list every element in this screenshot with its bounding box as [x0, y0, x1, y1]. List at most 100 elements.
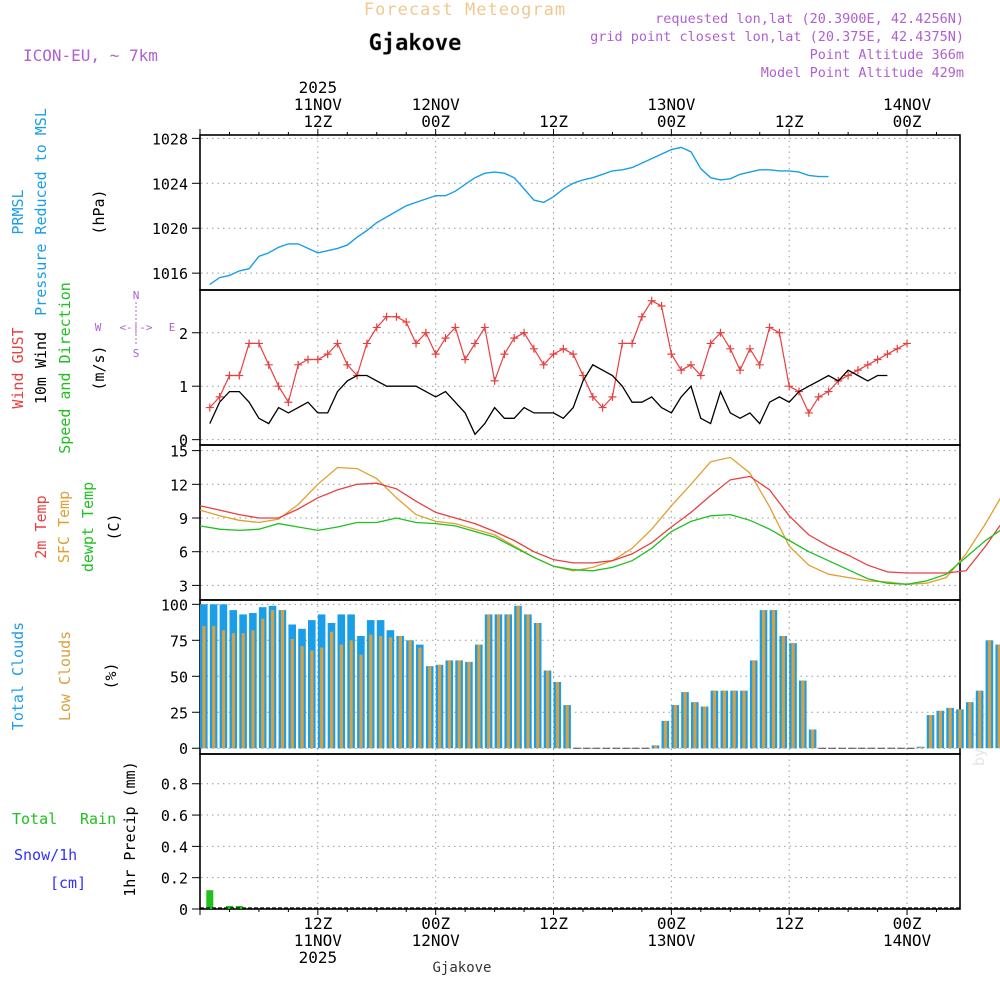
- lcc-bar: [722, 690, 726, 749]
- gust-point: [304, 355, 313, 364]
- time-label-top: 12NOV: [412, 95, 461, 114]
- time-label-top: 00Z: [421, 112, 450, 131]
- lcc-bar: [369, 634, 373, 749]
- ytick-label-temperature: 9: [179, 510, 188, 528]
- gust-label: Wind GUST: [9, 327, 27, 408]
- time-label-bottom: 12NOV: [412, 931, 461, 950]
- panel-frame-pressure: [199, 134, 961, 291]
- grid-coords: grid point closest lon,lat (20.375E, 42.…: [590, 29, 964, 45]
- dewpt-line: [199, 513, 1000, 585]
- time-label-bottom: 00Z: [657, 914, 686, 933]
- rain-label: Rain: [80, 810, 116, 828]
- lcc-bar: [958, 709, 962, 749]
- gust-point: [755, 360, 764, 369]
- gust-point: [254, 339, 263, 348]
- gust-point: [490, 376, 499, 385]
- gust-point: [412, 339, 421, 348]
- gust-point: [657, 302, 666, 311]
- time-label-bottom: 12Z: [775, 914, 804, 933]
- gust-point: [333, 339, 342, 348]
- ytick-label-temperature: 15: [170, 443, 188, 461]
- lcc-bar: [516, 605, 520, 749]
- ms-label: (m/s): [90, 345, 108, 390]
- lcc-bar: [938, 710, 942, 749]
- gust-point: [736, 366, 745, 375]
- lcc-bar: [388, 637, 393, 749]
- gust-point: [500, 350, 509, 359]
- gust-point: [215, 392, 224, 401]
- data-marks: [199, 146, 1000, 909]
- lcc-bar: [801, 680, 805, 749]
- lcc-bar: [546, 670, 550, 749]
- lcc-bar: [496, 614, 501, 749]
- time-label-bottom: 13NOV: [647, 931, 696, 950]
- lcc-bar: [438, 664, 442, 749]
- lcc-bar: [271, 610, 275, 749]
- sfc-temp-line: [199, 456, 1000, 585]
- gust-point: [372, 323, 381, 332]
- gust-point: [853, 366, 862, 375]
- gust-point: [549, 350, 558, 359]
- gust-point: [775, 328, 784, 337]
- lcc-bar: [231, 633, 235, 749]
- gust-point: [284, 398, 293, 407]
- time-label-top: 00Z: [657, 112, 686, 131]
- time-label-top: 2025: [299, 78, 338, 97]
- sfc-label: SFC Temp: [55, 491, 73, 563]
- lcc-bar: [742, 690, 746, 749]
- lcc-bar: [987, 640, 992, 749]
- lcc-bar: [948, 707, 952, 749]
- axes: 10161020102410280123691215025507510000.2…: [152, 78, 937, 967]
- model-altitude: Model Point Altitude 429m: [761, 65, 964, 81]
- temp-panel-labels: 2m Temp SFC Temp dewpt Temp (C): [32, 482, 123, 572]
- gust-point: [893, 344, 902, 353]
- time-label-top: 11NOV: [294, 95, 343, 114]
- gust-point: [647, 296, 656, 305]
- prmsl-desc-label: Pressure Reduced to MSL: [32, 108, 50, 316]
- gust-point: [883, 350, 892, 359]
- time-label-bottom: 2025: [299, 948, 338, 967]
- ytick-label-pressure: 1024: [152, 175, 188, 193]
- gust-point: [687, 360, 695, 369]
- gust-point: [677, 366, 686, 375]
- time-label-top: 12Z: [303, 112, 332, 131]
- time-label-bottom: 00Z: [421, 914, 450, 933]
- ytick-label-pressure: 1020: [152, 220, 188, 238]
- lcc-bar: [221, 630, 226, 749]
- precip-label: 1hr Precip (mm): [121, 761, 139, 896]
- gust-point: [529, 344, 538, 353]
- lcc-bar: [968, 702, 972, 749]
- lcc-bar: [526, 614, 530, 749]
- lcc-bar: [477, 644, 481, 749]
- cm-label: [cm]: [50, 874, 86, 892]
- gust-point: [726, 344, 735, 353]
- ytick-label-precip: 0.6: [161, 807, 188, 825]
- gust-point: [451, 323, 460, 332]
- lcc-label: Low Clouds: [56, 631, 74, 721]
- panel-frame-wind: [199, 289, 961, 446]
- lcc-bar: [241, 633, 245, 749]
- lcc-bar: [487, 614, 491, 749]
- ytick-label-precip: 0.4: [161, 838, 188, 856]
- lcc-bar: [654, 745, 658, 749]
- gust-point: [470, 339, 479, 348]
- rain-bar: [206, 890, 214, 909]
- degc-label: (C): [105, 513, 123, 540]
- gust-point: [569, 350, 578, 359]
- precip-panel-labels: Total Rain Snow/1h [cm] 1hr Precip (mm): [12, 761, 139, 896]
- gust-point: [480, 323, 489, 332]
- lcc-bar: [555, 682, 559, 749]
- ytick-label-temperature: 6: [179, 544, 188, 562]
- dewpt-label: dewpt Temp: [79, 482, 97, 572]
- gust-point: [637, 312, 646, 321]
- lcc-bar: [261, 618, 265, 749]
- lcc-bar: [428, 666, 432, 749]
- time-label-top: 12Z: [539, 112, 568, 131]
- lcc-bar: [565, 705, 569, 749]
- ytick-label-wind: 1: [179, 378, 188, 396]
- compass-e: E: [169, 321, 176, 334]
- lcc-bar: [251, 630, 255, 749]
- time-label-bottom: 00Z: [893, 914, 922, 933]
- location-title: Gjakove: [369, 31, 462, 56]
